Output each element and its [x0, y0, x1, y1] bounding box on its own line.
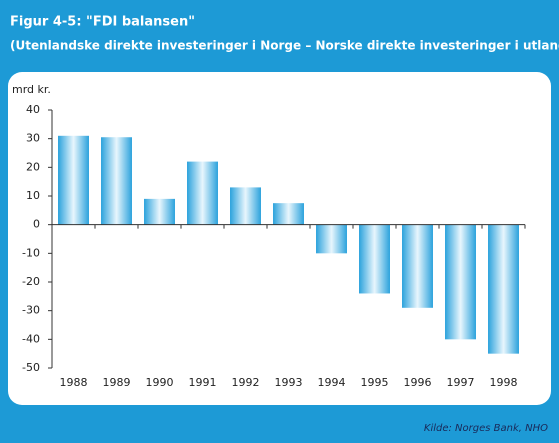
- x-tick-label: 1996: [404, 376, 432, 389]
- x-tick-label: 1994: [318, 376, 346, 389]
- bar: [101, 137, 132, 225]
- y-axis-label: mrd kr.: [12, 83, 51, 96]
- y-tick-label: 30: [26, 132, 40, 145]
- x-tick-label: 1995: [361, 376, 389, 389]
- bar: [58, 135, 89, 225]
- x-tick-label: 1998: [490, 376, 518, 389]
- y-tick-label: 0: [33, 218, 40, 231]
- panel: [8, 72, 551, 405]
- y-tick-label: -40: [22, 332, 40, 345]
- y-tick-label: -20: [22, 275, 40, 288]
- chart-title: Figur 4-5: "FDI balansen": [10, 15, 195, 30]
- x-tick-label: 1989: [103, 376, 131, 389]
- x-tick-label: 1992: [232, 376, 260, 389]
- bar: [316, 224, 347, 254]
- y-tick-label: -30: [22, 304, 40, 317]
- bar: [144, 198, 175, 225]
- x-tick-label: 1991: [189, 376, 217, 389]
- x-tick-label: 1988: [60, 376, 88, 389]
- y-tick-label: 10: [26, 189, 40, 202]
- y-tick-label: 20: [26, 160, 40, 173]
- y-tick-label: -50: [22, 361, 40, 374]
- bar: [273, 203, 304, 225]
- bar: [230, 187, 261, 225]
- source: Kilde: Norges Bank, NHO: [424, 423, 548, 434]
- bar: [402, 224, 433, 308]
- bar: [187, 161, 218, 225]
- x-tick-label: 1990: [146, 376, 174, 389]
- bar: [359, 224, 390, 294]
- x-tick-label: 1993: [275, 376, 303, 389]
- y-tick-label: -10: [22, 246, 40, 259]
- bar: [488, 224, 519, 354]
- chart-subtitle: (Utenlandske direkte investeringer i Nor…: [10, 39, 559, 53]
- y-tick-label: 40: [26, 103, 40, 116]
- bar: [445, 224, 476, 340]
- x-tick-label: 1997: [447, 376, 475, 389]
